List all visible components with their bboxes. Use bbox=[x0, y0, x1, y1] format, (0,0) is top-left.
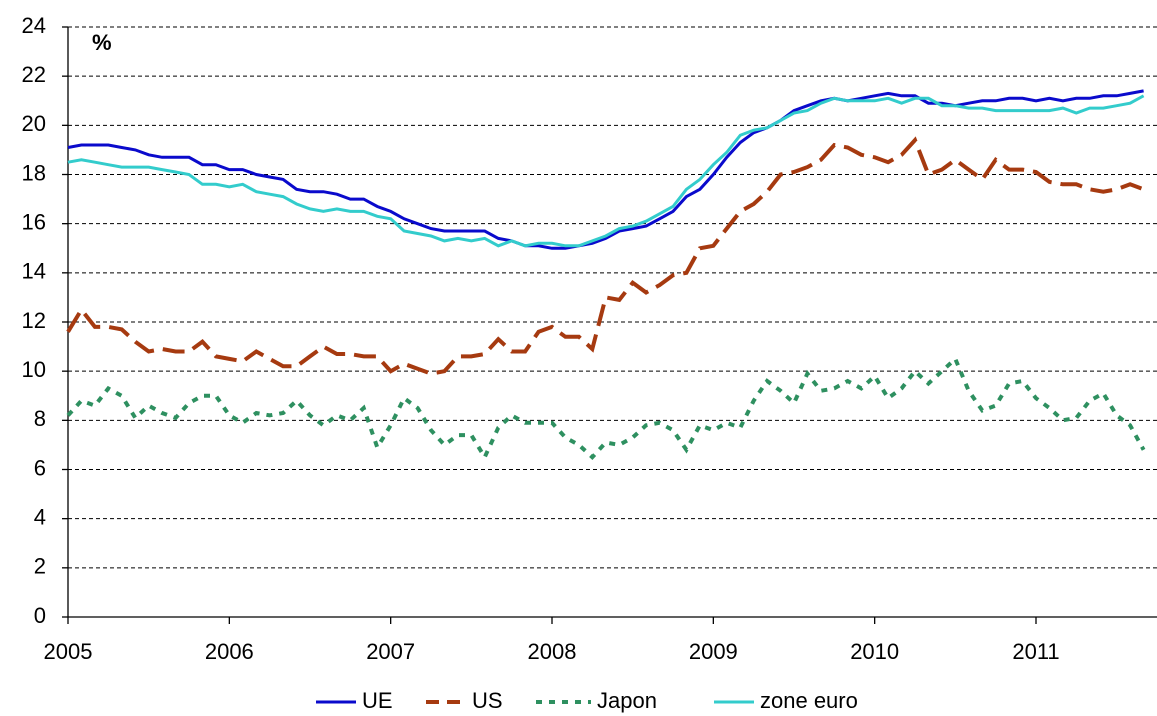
y-tick-label: 10 bbox=[22, 357, 46, 382]
y-unit-label: % bbox=[92, 30, 112, 55]
legend-label: US bbox=[472, 688, 503, 713]
x-tick-label: 2010 bbox=[850, 639, 899, 664]
y-tick-label: 18 bbox=[22, 160, 46, 185]
y-tick-label: 22 bbox=[22, 62, 46, 87]
x-tick-label: 2006 bbox=[205, 639, 254, 664]
y-tick-label: 24 bbox=[22, 13, 46, 38]
legend-label: Japon bbox=[597, 688, 657, 713]
y-tick-label: 0 bbox=[34, 603, 46, 628]
x-tick-label: 2008 bbox=[528, 639, 577, 664]
y-tick-label: 6 bbox=[34, 455, 46, 480]
x-tick-label: 2005 bbox=[44, 639, 93, 664]
x-tick-label: 2011 bbox=[1012, 639, 1059, 664]
series-line bbox=[66, 136, 1145, 376]
y-tick-label: 14 bbox=[22, 259, 46, 284]
y-tick-label: 16 bbox=[22, 209, 46, 234]
y-tick-label: 8 bbox=[34, 406, 46, 431]
y-tick-label: 20 bbox=[22, 111, 46, 136]
legend-label: zone euro bbox=[760, 688, 858, 713]
x-tick-label: 2007 bbox=[366, 639, 415, 664]
y-tick-label: 12 bbox=[22, 308, 46, 333]
series-line bbox=[67, 94, 1145, 248]
y-tick-label: 2 bbox=[34, 554, 46, 579]
x-tick-label: 2009 bbox=[689, 639, 738, 664]
series-line bbox=[66, 355, 1146, 462]
y-tick-label: 4 bbox=[34, 504, 46, 529]
series-line bbox=[67, 89, 1144, 250]
legend-label: UE bbox=[362, 688, 393, 713]
